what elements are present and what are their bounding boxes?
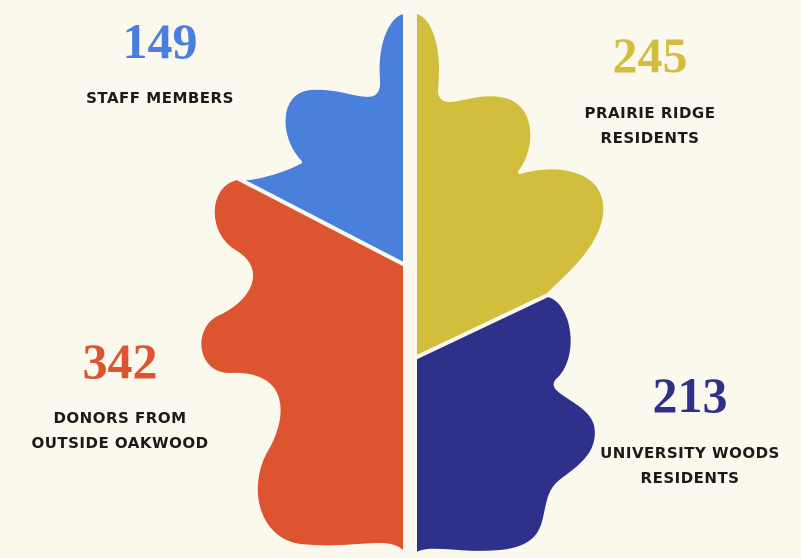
stat-label: DONORS FROM: [53, 409, 186, 427]
infographic: 149 STAFF MEMBERS 245 PRAIRIE RIDGE RESIDENT…: [0, 0, 801, 558]
stat-label: RESIDENTS: [601, 129, 700, 147]
stat-number: 149: [123, 13, 198, 69]
stat-number: 213: [653, 367, 728, 423]
stat-label: UNIVERSITY WOODS: [600, 444, 780, 462]
stat-number: 245: [613, 27, 688, 83]
stat-label: STAFF MEMBERS: [86, 89, 234, 107]
stat-label: PRAIRIE RIDGE: [585, 104, 716, 122]
stat-label: RESIDENTS: [641, 469, 740, 487]
stat-label: OUTSIDE OAKWOOD: [31, 434, 208, 452]
stat-number: 342: [83, 333, 158, 389]
